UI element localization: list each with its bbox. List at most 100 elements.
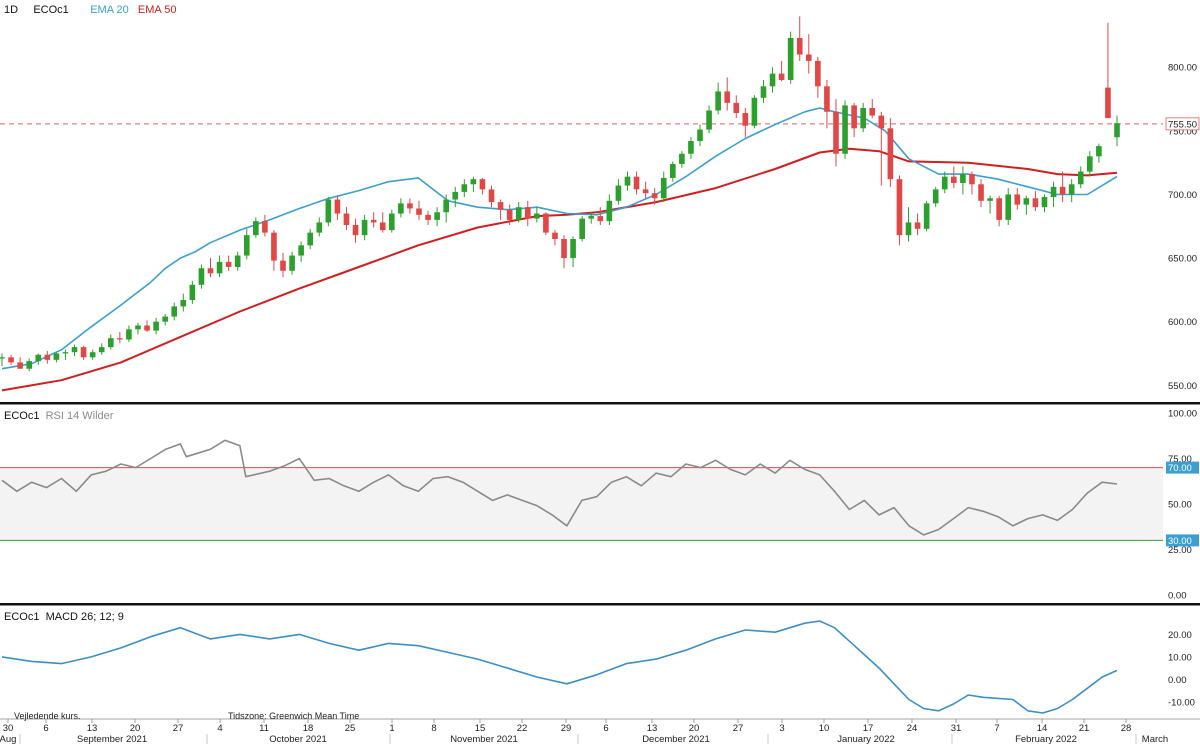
rsi-indicator-label[interactable]: RSI 14 Wilder (45, 410, 114, 422)
candle-body[interactable] (1059, 186, 1066, 195)
candle-body[interactable] (579, 218, 585, 239)
candle-body[interactable] (588, 216, 595, 219)
candle-body[interactable] (960, 174, 966, 184)
candle-body[interactable] (760, 86, 767, 98)
candle-body[interactable] (189, 284, 196, 301)
candle-body[interactable] (443, 199, 449, 213)
candle-body[interactable] (951, 176, 957, 184)
candle-body[interactable] (805, 54, 812, 61)
candle-body[interactable] (660, 177, 667, 199)
candle-body[interactable] (923, 203, 930, 229)
interval-label[interactable]: 1D (4, 4, 19, 16)
candle-body[interactable] (62, 352, 69, 354)
candle-body[interactable] (642, 189, 649, 194)
candle-body[interactable] (1050, 186, 1057, 198)
candle-body[interactable] (117, 338, 123, 340)
candle-body[interactable] (370, 219, 377, 223)
candle-body[interactable] (887, 128, 894, 180)
candle-body[interactable] (80, 347, 87, 358)
candle-body[interactable] (842, 105, 848, 154)
candle-body[interactable] (425, 214, 431, 220)
candle-body[interactable] (388, 213, 395, 231)
candle-body[interactable] (1041, 197, 1048, 208)
candle-body[interactable] (506, 209, 513, 220)
candle-body[interactable] (515, 207, 522, 220)
candle-body[interactable] (860, 107, 866, 129)
candle-body[interactable] (135, 325, 141, 330)
candle-body[interactable] (932, 189, 939, 204)
symbol-label[interactable]: ECOc1 (33, 4, 69, 16)
candle-body[interactable] (751, 97, 758, 126)
candle-body[interactable] (434, 212, 440, 220)
candle-body[interactable] (307, 232, 314, 246)
candle-body[interactable] (361, 219, 368, 236)
ema50-legend[interactable]: EMA 50 (137, 4, 177, 16)
candle-body[interactable] (606, 200, 613, 222)
candle-body[interactable] (17, 362, 23, 369)
candle-body[interactable] (207, 268, 214, 274)
candle-body[interactable] (497, 202, 504, 210)
candle-body[interactable] (216, 261, 223, 274)
candle-body[interactable] (688, 141, 694, 154)
candle-body[interactable] (778, 73, 785, 80)
candle-body[interactable] (534, 213, 540, 219)
candle-body[interactable] (1086, 156, 1093, 172)
candle-body[interactable] (89, 352, 96, 358)
candle-body[interactable] (815, 60, 821, 87)
candle-body[interactable] (869, 107, 876, 116)
candle-body[interactable] (398, 203, 404, 214)
candle-body[interactable] (851, 105, 857, 129)
candle-body[interactable] (26, 361, 33, 369)
candle-body[interactable] (280, 260, 286, 271)
candle-body[interactable] (1077, 171, 1084, 185)
candle-body[interactable] (987, 198, 993, 201)
candle-body[interactable] (253, 221, 259, 236)
ema20-legend[interactable]: EMA 20 (90, 4, 129, 16)
candle-body[interactable] (325, 199, 332, 223)
candle-body[interactable] (198, 268, 205, 285)
candle-body[interactable] (570, 238, 576, 259)
candle-body[interactable] (724, 91, 731, 103)
candle-body[interactable] (905, 222, 912, 236)
candle-body[interactable] (71, 347, 78, 353)
candle-body[interactable] (153, 321, 159, 331)
candle-body[interactable] (379, 222, 386, 231)
candle-body[interactable] (243, 235, 250, 256)
candle-body[interactable] (1068, 184, 1075, 195)
candle-body[interactable] (561, 238, 567, 259)
candle-body[interactable] (35, 354, 42, 362)
candle-body[interactable] (1005, 194, 1012, 220)
candle-body[interactable] (633, 176, 640, 190)
candle-body[interactable] (524, 207, 531, 219)
candle-body[interactable] (479, 179, 486, 190)
candle-body[interactable] (461, 184, 468, 192)
candle-body[interactable] (679, 153, 685, 164)
candle-body[interactable] (969, 174, 975, 185)
candle-body[interactable] (298, 245, 304, 256)
candle-body[interactable] (787, 37, 794, 80)
candle-body[interactable] (234, 255, 241, 267)
candle-body[interactable] (1114, 123, 1120, 138)
candle-body[interactable] (180, 300, 187, 307)
candle-body[interactable] (271, 232, 277, 261)
candle-body[interactable] (98, 347, 105, 353)
candle-body[interactable] (670, 163, 676, 178)
candle-body[interactable] (8, 357, 14, 363)
candle-body[interactable] (1023, 198, 1030, 205)
candle-body[interactable] (697, 129, 703, 142)
candle-body[interactable] (651, 193, 658, 199)
candle-body[interactable] (162, 316, 168, 322)
candle-body[interactable] (914, 222, 921, 229)
candle-body[interactable] (833, 111, 839, 154)
candle-body[interactable] (144, 325, 150, 331)
candle-body[interactable] (126, 329, 132, 340)
candle-body[interactable] (597, 216, 604, 222)
candle-body[interactable] (543, 213, 549, 233)
candle-body[interactable] (824, 86, 830, 112)
candle-body[interactable] (769, 73, 776, 87)
candle-body[interactable] (978, 184, 984, 201)
candle-body[interactable] (352, 224, 359, 236)
candle-body[interactable] (615, 185, 622, 201)
candle-body[interactable] (343, 213, 350, 225)
